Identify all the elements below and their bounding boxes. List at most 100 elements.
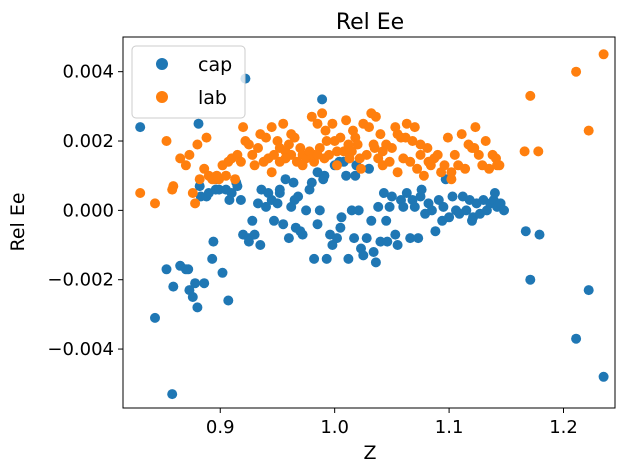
lab-point bbox=[370, 111, 381, 122]
lab-point bbox=[356, 163, 366, 174]
cap-point bbox=[381, 215, 392, 226]
y-axis-label: Rel Ee bbox=[7, 192, 29, 251]
lab-point bbox=[320, 125, 331, 136]
cap-point bbox=[317, 94, 328, 105]
lab-point bbox=[449, 149, 460, 160]
lab-point bbox=[243, 139, 254, 150]
lab-point bbox=[446, 167, 457, 178]
lab-point bbox=[439, 160, 450, 171]
lab-point bbox=[392, 167, 403, 178]
lab-point bbox=[571, 66, 582, 77]
cap-point bbox=[438, 201, 449, 212]
cap-point bbox=[364, 163, 374, 174]
cap-point bbox=[583, 285, 594, 296]
lab-point bbox=[354, 153, 365, 164]
lab-point bbox=[312, 118, 323, 129]
y-tick-label: −0.004 bbox=[47, 339, 114, 360]
lab-point bbox=[317, 108, 328, 119]
cap-point bbox=[261, 201, 271, 212]
cap-point bbox=[444, 212, 455, 223]
x-tick-label: 1.1 bbox=[435, 417, 464, 438]
cap-point bbox=[534, 229, 545, 240]
legend-marker-lab bbox=[156, 91, 168, 103]
x-axis-ticks: 0.9 1.0 1.1 1.2 bbox=[206, 408, 578, 438]
lab-point bbox=[321, 136, 332, 146]
lab-point bbox=[247, 149, 258, 160]
lab-point bbox=[297, 160, 308, 171]
cap-point bbox=[187, 292, 198, 302]
cap-point bbox=[349, 233, 360, 244]
cap-point bbox=[447, 191, 458, 202]
cap-point bbox=[243, 236, 254, 247]
lab-point bbox=[312, 149, 323, 160]
lab-point bbox=[253, 143, 263, 153]
lab-point bbox=[346, 146, 357, 157]
cap-point bbox=[378, 188, 389, 198]
lab-point bbox=[405, 156, 416, 167]
lab-point bbox=[409, 122, 420, 133]
cap-point bbox=[253, 198, 263, 209]
lab-point bbox=[525, 90, 536, 101]
lab-point bbox=[161, 136, 172, 146]
lab-point bbox=[274, 143, 285, 153]
cap-point bbox=[167, 389, 178, 400]
cap-point bbox=[199, 278, 210, 289]
cap-point bbox=[384, 201, 395, 212]
cap-point bbox=[190, 278, 201, 289]
cap-point bbox=[382, 236, 393, 247]
lab-point bbox=[327, 118, 338, 129]
cap-point bbox=[598, 371, 609, 382]
lab-point bbox=[192, 139, 203, 150]
lab-point bbox=[384, 156, 395, 167]
lab-point bbox=[401, 118, 412, 129]
lab-point bbox=[442, 132, 453, 143]
lab-point bbox=[369, 143, 380, 153]
lab-point bbox=[519, 146, 530, 157]
cap-point bbox=[336, 212, 347, 223]
lab-point bbox=[175, 153, 186, 164]
cap-point bbox=[280, 174, 291, 185]
cap-point bbox=[269, 215, 279, 226]
lab-point bbox=[230, 174, 241, 185]
cap-point bbox=[272, 198, 283, 209]
cap-point bbox=[135, 122, 146, 133]
cap-point bbox=[283, 233, 294, 244]
lab-point bbox=[386, 143, 397, 153]
lab-point bbox=[418, 170, 429, 181]
lab-point bbox=[283, 139, 294, 150]
cap-point bbox=[343, 253, 354, 264]
lab-point bbox=[492, 160, 503, 171]
lab-point bbox=[583, 125, 594, 136]
y-tick-label: −0.002 bbox=[47, 270, 114, 291]
lab-point bbox=[598, 49, 609, 60]
cap-point bbox=[247, 215, 258, 226]
cap-point bbox=[312, 219, 323, 230]
lab-point bbox=[446, 174, 457, 185]
cap-point bbox=[350, 170, 361, 181]
data-points bbox=[135, 49, 609, 400]
lab-point bbox=[412, 163, 423, 174]
cap-point bbox=[489, 188, 500, 198]
cap-point bbox=[499, 205, 509, 216]
cap-point bbox=[161, 264, 172, 275]
cap-point bbox=[223, 295, 234, 306]
lab-point bbox=[415, 139, 426, 150]
cap-point bbox=[207, 253, 218, 264]
x-tick-label: 1.0 bbox=[320, 417, 349, 438]
lab-point bbox=[352, 139, 363, 150]
cap-point bbox=[332, 233, 342, 244]
lab-point bbox=[190, 198, 201, 209]
cap-point bbox=[373, 201, 384, 212]
cap-point bbox=[353, 205, 364, 216]
cap-point bbox=[401, 188, 412, 198]
x-axis-label: Z bbox=[363, 442, 376, 464]
cap-point bbox=[288, 177, 299, 188]
lab-point bbox=[484, 163, 495, 174]
cap-point bbox=[370, 257, 381, 268]
lab-point bbox=[332, 146, 342, 157]
lab-point bbox=[423, 156, 434, 167]
cap-point bbox=[321, 253, 332, 264]
lab-point bbox=[168, 181, 179, 192]
cap-point bbox=[194, 181, 205, 192]
